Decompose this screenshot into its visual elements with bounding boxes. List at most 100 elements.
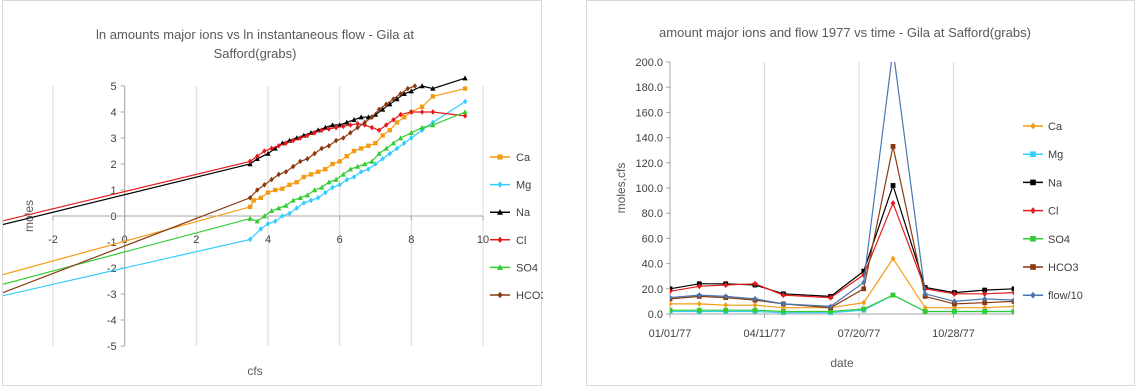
y-tick-label: 0 — [111, 211, 117, 223]
legend-marker-ca — [497, 154, 503, 160]
data-point-ca — [287, 182, 292, 187]
data-point-cl — [369, 124, 375, 131]
data-point-na — [380, 106, 386, 112]
data-point-so4 — [982, 309, 988, 314]
data-point-hco3 — [262, 182, 267, 188]
data-point-na — [344, 119, 350, 125]
data-point-flow-10 — [828, 303, 834, 310]
x-tick-label: 6 — [337, 234, 343, 246]
data-point-cl — [333, 124, 339, 131]
data-point-hco3 — [412, 83, 418, 89]
data-point-cl — [355, 120, 360, 127]
data-point-ca — [401, 115, 407, 120]
data-point-so4 — [376, 150, 382, 156]
data-point-na — [265, 150, 271, 156]
data-point-na — [272, 145, 278, 151]
data-point-ca — [330, 161, 335, 167]
y-tick-label: 160.0 — [635, 107, 663, 119]
data-point-so4 — [283, 202, 289, 208]
legend-item-so4: SO4 — [490, 262, 538, 274]
legend: Ca Mg Na Cl SO4 HCO3 — [490, 152, 543, 302]
legend-label: Mg — [1048, 149, 1063, 161]
legend-marker-hco3 — [1030, 264, 1036, 270]
y-tick-label: 200.0 — [635, 57, 663, 69]
data-point-mg — [330, 184, 335, 191]
data-point-ca — [315, 169, 321, 174]
data-point-cl — [262, 148, 267, 154]
data-point-so4 — [369, 158, 375, 164]
data-point-mg — [315, 195, 321, 201]
y-tick-label: -2 — [107, 263, 117, 275]
data-point-cl — [952, 290, 957, 297]
data-point-mg — [301, 200, 307, 206]
data-point-cl — [247, 158, 253, 165]
data-point-hco3 — [861, 286, 867, 292]
data-point-hco3 — [376, 106, 382, 113]
data-point-so4 — [922, 309, 928, 314]
data-point-na — [462, 75, 468, 81]
legend-marker-so4 — [497, 264, 503, 270]
chart-ln-ions-vs-flow: ln amounts major ions vs ln instantaneou… — [3, 27, 543, 378]
data-point-so4 — [311, 187, 318, 193]
data-point-ca — [272, 187, 278, 193]
legend-label: Na — [1048, 177, 1063, 189]
data-point-mg — [380, 156, 385, 162]
data-point-cl — [696, 283, 702, 290]
data-point-cl — [305, 132, 310, 139]
data-point-ca — [1011, 303, 1014, 310]
legend-label: Ca — [516, 152, 531, 164]
data-point-so4 — [1011, 309, 1014, 314]
data-point-ca — [301, 174, 307, 180]
data-point-so4 — [354, 163, 361, 169]
legend-item-so4: SO4 — [1023, 234, 1070, 246]
x-tick-label: 0 — [122, 234, 128, 246]
chart-ions-flow-vs-time: amount major ions and flow 1977 vs time … — [614, 25, 1083, 370]
y-tick-label: -4 — [107, 315, 117, 327]
data-point-hco3 — [341, 135, 346, 141]
data-point-ca — [387, 128, 393, 133]
y-tick-label: 80.0 — [642, 208, 663, 220]
series-na — [670, 183, 1014, 299]
data-point-hco3 — [369, 114, 375, 120]
data-point-hco3 — [247, 195, 253, 201]
data-point-ca — [344, 154, 350, 159]
data-point-ca — [258, 195, 264, 200]
data-point-ca — [351, 148, 357, 154]
series-so4 — [3, 109, 468, 285]
data-point-so4 — [304, 192, 311, 198]
data-point-ca — [890, 255, 896, 262]
data-point-na — [670, 286, 673, 292]
series-line-so4 — [670, 294, 1014, 313]
data-point-cl — [376, 127, 382, 133]
data-point-cl — [341, 123, 346, 130]
data-point-so4 — [952, 309, 957, 314]
data-point-na — [387, 101, 393, 107]
y-tick-label: 60.0 — [642, 233, 663, 245]
y-axis-title: moles — [22, 200, 36, 232]
data-point-ca — [366, 143, 371, 148]
data-point-so4 — [890, 292, 896, 298]
data-point-cl — [409, 109, 414, 115]
series-na — [3, 75, 468, 226]
legend-label: SO4 — [516, 262, 538, 274]
data-point-so4 — [752, 307, 758, 313]
data-point-mg — [287, 210, 292, 217]
data-point-so4 — [362, 161, 368, 167]
data-point-mg — [358, 169, 364, 175]
data-point-cl — [462, 113, 468, 119]
legend-label: flow/10 — [1048, 290, 1083, 302]
data-point-mg — [387, 150, 393, 157]
legend-item-ca: Ca — [1023, 121, 1063, 133]
data-point-hco3 — [405, 85, 410, 92]
legend-label: Cl — [516, 235, 526, 247]
data-point-ca — [280, 186, 285, 191]
data-point-mg — [373, 161, 378, 167]
data-point-flow-10 — [781, 300, 786, 307]
data-point-ca — [752, 302, 758, 309]
series-line-flow-10 — [670, 62, 1014, 308]
x-axis-title: date — [830, 356, 854, 370]
data-point-so4 — [268, 208, 275, 213]
legend-marker-na — [1030, 179, 1036, 186]
data-point-hco3 — [391, 96, 396, 102]
data-point-cl — [298, 135, 303, 141]
